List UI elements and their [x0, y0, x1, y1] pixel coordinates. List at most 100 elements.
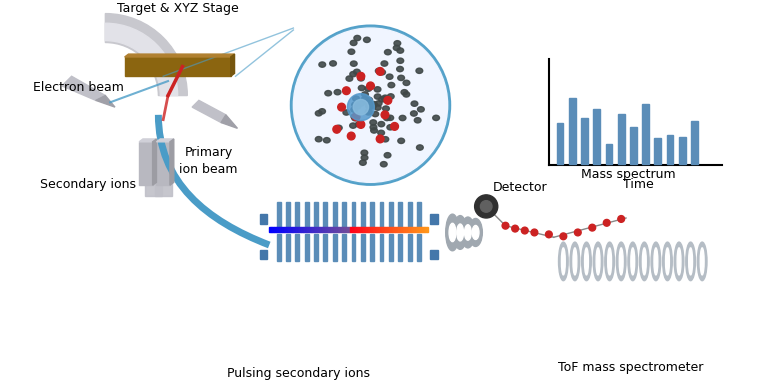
- Ellipse shape: [432, 115, 439, 121]
- Bar: [331, 227, 333, 233]
- Ellipse shape: [354, 36, 361, 41]
- Bar: [314, 227, 316, 233]
- Bar: [333, 235, 336, 261]
- Bar: [427, 227, 429, 233]
- Bar: [145, 145, 162, 172]
- Ellipse shape: [361, 150, 368, 155]
- Bar: [333, 202, 336, 228]
- Bar: [362, 227, 363, 233]
- Bar: [430, 214, 438, 224]
- Ellipse shape: [387, 125, 394, 130]
- Bar: [352, 235, 356, 261]
- Bar: [363, 227, 365, 233]
- Ellipse shape: [350, 61, 357, 66]
- Bar: [396, 227, 398, 233]
- Bar: [408, 227, 409, 233]
- Wedge shape: [105, 23, 177, 96]
- Circle shape: [353, 113, 360, 121]
- Bar: [691, 121, 698, 164]
- Bar: [154, 145, 172, 172]
- Bar: [424, 227, 425, 233]
- Ellipse shape: [351, 114, 358, 119]
- Bar: [369, 227, 371, 233]
- Bar: [667, 135, 674, 164]
- Bar: [288, 227, 290, 233]
- Ellipse shape: [382, 137, 389, 142]
- Ellipse shape: [397, 58, 404, 63]
- Circle shape: [560, 233, 567, 240]
- Circle shape: [521, 227, 528, 234]
- Circle shape: [376, 68, 384, 75]
- Ellipse shape: [336, 125, 343, 131]
- Ellipse shape: [319, 62, 326, 67]
- Bar: [355, 227, 357, 233]
- Bar: [310, 227, 313, 233]
- Bar: [389, 235, 393, 261]
- Bar: [333, 227, 335, 233]
- Bar: [304, 227, 306, 233]
- Ellipse shape: [674, 242, 684, 281]
- Bar: [323, 235, 327, 261]
- Ellipse shape: [358, 101, 365, 106]
- Text: ToF mass spectrometer: ToF mass spectrometer: [558, 361, 703, 374]
- Bar: [395, 227, 396, 233]
- Ellipse shape: [361, 97, 368, 102]
- Ellipse shape: [593, 242, 603, 281]
- Bar: [286, 235, 290, 261]
- Ellipse shape: [348, 49, 355, 54]
- Bar: [303, 227, 304, 233]
- Ellipse shape: [453, 215, 467, 249]
- Bar: [306, 227, 307, 233]
- Bar: [411, 227, 412, 233]
- Ellipse shape: [361, 155, 368, 160]
- Ellipse shape: [386, 74, 393, 79]
- Circle shape: [366, 82, 374, 90]
- Bar: [145, 159, 162, 196]
- Polygon shape: [230, 54, 234, 76]
- Text: Target & XYZ Stage: Target & XYZ Stage: [117, 2, 239, 15]
- Bar: [371, 227, 372, 233]
- Ellipse shape: [378, 130, 385, 136]
- Ellipse shape: [362, 92, 369, 97]
- Ellipse shape: [381, 61, 388, 66]
- Ellipse shape: [369, 102, 376, 108]
- Ellipse shape: [366, 108, 372, 114]
- Bar: [276, 235, 280, 261]
- Ellipse shape: [351, 107, 358, 112]
- Bar: [124, 57, 230, 76]
- Ellipse shape: [418, 107, 424, 112]
- Bar: [361, 202, 365, 228]
- Bar: [420, 227, 422, 233]
- Ellipse shape: [350, 40, 357, 45]
- Ellipse shape: [329, 61, 336, 66]
- Bar: [335, 227, 336, 233]
- Ellipse shape: [468, 219, 482, 246]
- Bar: [292, 227, 293, 233]
- Ellipse shape: [353, 96, 359, 101]
- Bar: [399, 227, 402, 233]
- Circle shape: [589, 224, 596, 231]
- Ellipse shape: [561, 248, 565, 275]
- Bar: [276, 202, 280, 228]
- Bar: [360, 227, 362, 233]
- Text: Primary
ion beam: Primary ion beam: [179, 146, 238, 176]
- Ellipse shape: [642, 248, 646, 275]
- Ellipse shape: [366, 100, 372, 106]
- Ellipse shape: [382, 95, 389, 100]
- Bar: [273, 227, 274, 233]
- Bar: [379, 227, 381, 233]
- Ellipse shape: [398, 138, 405, 144]
- Ellipse shape: [374, 87, 381, 92]
- Ellipse shape: [343, 110, 349, 115]
- Ellipse shape: [370, 102, 377, 107]
- Circle shape: [604, 219, 610, 226]
- Circle shape: [353, 99, 369, 115]
- Ellipse shape: [384, 152, 391, 158]
- Bar: [381, 227, 382, 233]
- Bar: [390, 227, 392, 233]
- Ellipse shape: [363, 37, 370, 42]
- Bar: [336, 227, 338, 233]
- Ellipse shape: [346, 76, 353, 81]
- Bar: [329, 227, 331, 233]
- Bar: [422, 227, 424, 233]
